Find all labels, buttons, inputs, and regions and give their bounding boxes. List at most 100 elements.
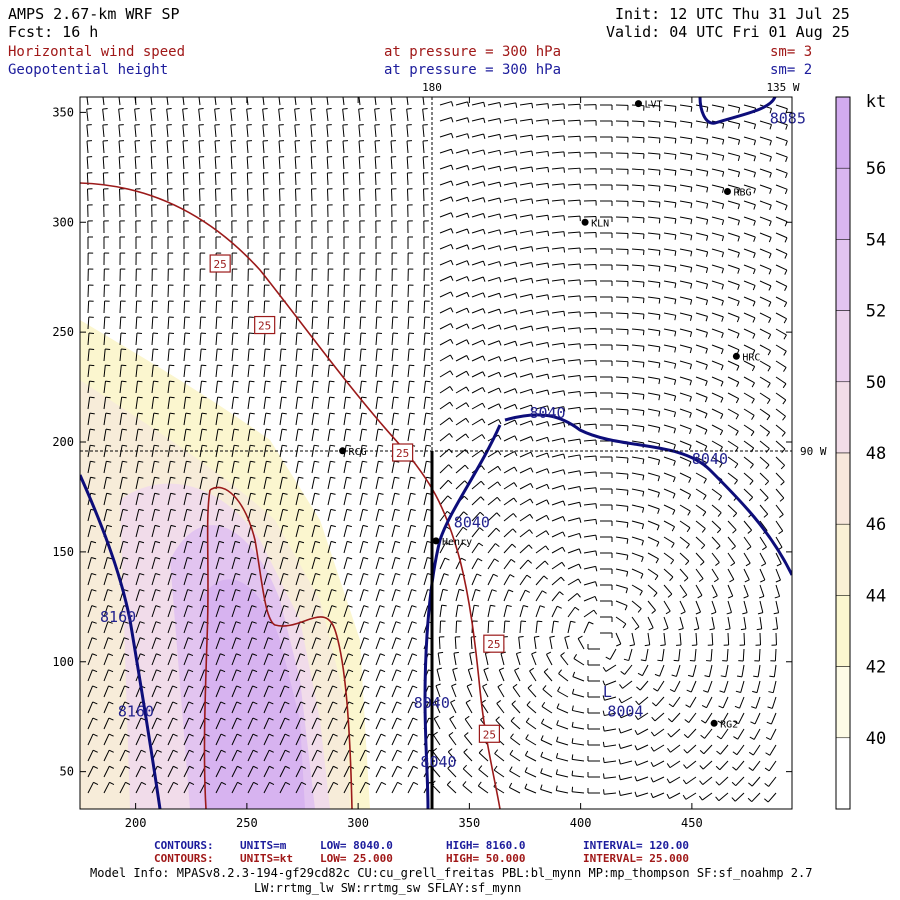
x-tick-label: 450 [681, 816, 703, 830]
geopotential-contours [80, 97, 792, 809]
speed-label: 25 [396, 447, 409, 460]
height-label: 8160 [118, 703, 154, 721]
x-tick-label: 400 [570, 816, 592, 830]
station-label: RBG [733, 187, 751, 198]
station-label: KLN [591, 218, 609, 229]
contour2-interval: INTERVAL= 25.000 [583, 852, 689, 865]
height-label: 8004 [607, 703, 643, 721]
speed-label-box [392, 443, 414, 462]
x-tick-label: 350 [459, 816, 481, 830]
height-label: L [603, 683, 612, 701]
height-label: 8040 [414, 694, 450, 712]
colorbar-label: 40 [866, 729, 886, 749]
colorbar-label: 52 [866, 302, 886, 322]
y-tick-label: 150 [52, 545, 74, 559]
contour2-name: CONTOURS: [154, 852, 214, 865]
speed-labels: 25 25 25 25 25 [209, 254, 505, 743]
colorbar: kt 40 42 44 46 48 50 52 54 56 [835, 92, 886, 810]
field2-level: at pressure = 300 hPa [384, 62, 562, 78]
colorbar-segment [835, 523, 851, 596]
field2-name: Geopotential height [8, 62, 169, 78]
colorbar-label: 50 [866, 373, 886, 393]
height-label: 8040 [692, 450, 728, 468]
contour2-low: LOW= 25.000 [320, 852, 393, 865]
colorbar-segment [835, 737, 851, 810]
y-tick-label: 200 [52, 435, 74, 449]
speed-label: 25 [487, 638, 500, 651]
speed-label-box [483, 634, 505, 653]
y-tick-label: 100 [52, 655, 74, 669]
wind-speed-contours [80, 182, 501, 809]
y-tick-label: 250 [52, 325, 74, 339]
contour1-low: LOW= 8040.0 [320, 839, 393, 852]
contour1-name: CONTOURS: [154, 839, 214, 852]
x-tick-label: 200 [125, 816, 147, 830]
colorbar-segment [835, 96, 851, 169]
station-label: RCG [349, 447, 367, 458]
y-tick-label: 50 [60, 765, 74, 779]
meridian-label-135w: 135 W [766, 81, 799, 94]
station-dot [581, 218, 589, 226]
height-label: 8040 [420, 753, 456, 771]
stations: LVT RBG KLN HRC RCG Henry RG2 [339, 100, 760, 730]
station-label: LVT [644, 100, 662, 111]
field2-smooth: sm= 2 [770, 62, 813, 78]
speed-label: 25 [258, 320, 271, 333]
colorbar-segment [835, 310, 851, 383]
x-tick-label: 250 [236, 816, 258, 830]
speed-label-box [478, 724, 500, 743]
field1-smooth: sm= 3 [770, 44, 813, 60]
plot-frame [79, 96, 793, 810]
model-title: AMPS 2.67-km WRF SP [8, 5, 180, 23]
forecast-hour: Fcst: 16 h [8, 23, 99, 41]
colorbar-segment [835, 381, 851, 454]
colorbar-label: 48 [866, 444, 886, 464]
speed-label-box [209, 254, 231, 273]
contour1-units: UNITS=m [240, 839, 287, 852]
height-label: 8040 [529, 404, 565, 422]
speed-label: 25 [214, 258, 227, 271]
meridian-label-180: 180 [422, 81, 442, 94]
y-tick-label: 350 [52, 105, 74, 119]
speed-label-box [254, 315, 276, 335]
colorbar-label: 56 [866, 159, 886, 179]
colorbar-label: 46 [866, 515, 886, 535]
contour2-units: UNITS=kt [240, 852, 293, 865]
colorbar-label: 54 [866, 230, 886, 250]
field1-level: at pressure = 300 hPa [384, 44, 562, 60]
colorbar-segment [835, 167, 851, 240]
colorbar-segment [835, 595, 851, 667]
station-label: RG2 [720, 719, 738, 730]
colorbar-segment [835, 452, 851, 525]
station-dot [732, 352, 740, 360]
meridian-label-90w: 90 W [800, 445, 827, 458]
height-label: 8040 [454, 514, 490, 532]
wind-speed-shading [80, 320, 370, 809]
station-dot [723, 187, 731, 195]
station-label: Henry [442, 537, 472, 548]
contour1-interval: INTERVAL= 120.00 [583, 839, 689, 852]
axes: 200 250 300 350 400 450 50 100 150 200 250 300 350 [52, 97, 792, 830]
colorbar-label: 44 [866, 586, 886, 606]
contour2-high: HIGH= 50.000 [446, 852, 526, 865]
y-tick-label: 300 [52, 215, 74, 229]
speed-label: 25 [483, 728, 496, 741]
model-info-2: LW:rrtmg_lw SW:rrtmg_sw SFLAY:sf_mynn [254, 881, 522, 895]
contour1-high: HIGH= 8160.0 [446, 839, 526, 852]
valid-time: Valid: 04 UTC Fri 01 Aug 25 [606, 23, 850, 41]
station-dot [432, 537, 440, 545]
init-time: Init: 12 UTC Thu 31 Jul 25 [615, 5, 850, 23]
station-dot [634, 100, 642, 108]
station-label: HRC [742, 352, 760, 363]
height-label: 8160 [100, 608, 136, 626]
colorbar-segment [835, 239, 851, 311]
colorbar-unit: kt [866, 92, 886, 112]
colorbar-segment [835, 666, 851, 739]
station-dot [339, 447, 347, 455]
wind-barbs [86, 97, 788, 803]
station-dot [710, 719, 718, 727]
height-label: 8085 [770, 109, 806, 127]
x-tick-label: 300 [347, 816, 369, 830]
colorbar-label: 42 [866, 658, 886, 678]
